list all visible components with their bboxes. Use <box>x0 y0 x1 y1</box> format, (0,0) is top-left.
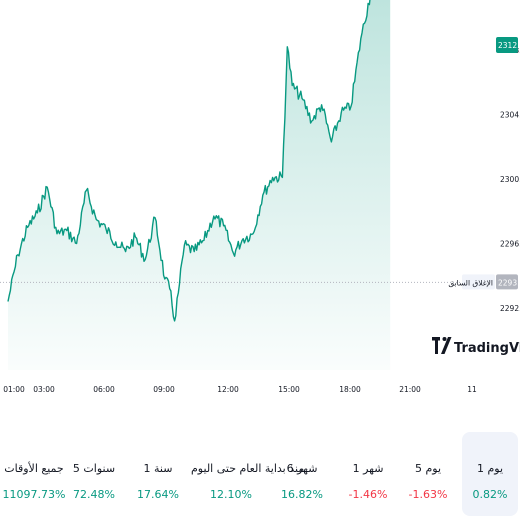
time-tick-label: 06:00 <box>93 385 115 394</box>
period-change: -1.46% <box>348 488 388 501</box>
time-axis: 01:00 03:00 06:00 09:00 12:00 15:00 18:00 21:00… <box>3 385 477 394</box>
period-label: 5 يوم <box>414 462 442 475</box>
previous-close-text: الإغلاق السابق <box>448 278 493 287</box>
period-1-month[interactable]: 1 شهر -1.46% <box>340 432 396 516</box>
tradingview-logo-text: TradingView <box>454 341 520 356</box>
price-tick-label: 2296.00 <box>500 240 520 249</box>
time-tick-label: 09:00 <box>153 385 175 394</box>
price-tick-label: 2292.00 <box>500 304 520 313</box>
time-tick-label: 18:00 <box>339 385 361 394</box>
period-label: 1 شهر <box>352 462 384 475</box>
period-change: 0.82% <box>472 488 508 501</box>
tradingview-logo-icon <box>432 337 452 354</box>
time-tick-label: 21:00 <box>399 385 421 394</box>
last-price-label: 2312.37 <box>496 37 520 53</box>
period-label: 1 سنة <box>143 462 173 475</box>
period-5-years[interactable]: 5 سنوات 72.48% <box>66 432 122 516</box>
previous-close-label: 2293.59 الإغلاق السابق <box>448 274 520 290</box>
price-area-fill <box>8 0 391 370</box>
price-line-path <box>7 0 371 322</box>
time-tick-label: 01:00 <box>3 385 25 394</box>
period-5-day[interactable]: 5 يوم -1.63% <box>400 432 456 516</box>
time-tick-label: 11 <box>467 385 477 394</box>
period-label: جميع الأوقات <box>4 462 64 475</box>
price-area <box>8 0 391 370</box>
period-label: منذ بداية العام حتى اليوم <box>191 462 305 475</box>
period-change: -1.63% <box>408 488 448 501</box>
price-tick-label: 2304.00 <box>500 111 520 120</box>
period-label: 6 شهر <box>286 462 318 475</box>
last-price-value: 2312.37 <box>498 41 520 50</box>
tradingview-logo: TradingView <box>432 337 520 356</box>
time-tick-label: 03:00 <box>33 385 55 394</box>
price-tick-label: 2300.00 <box>500 175 520 184</box>
period-1-year[interactable]: 1 سنة 17.64% <box>130 432 186 516</box>
period-1-day[interactable]: 1 يوم 0.82% <box>462 432 518 516</box>
period-change: 11097.73% <box>2 488 66 501</box>
price-line <box>7 0 371 322</box>
time-tick-label: 15:00 <box>278 385 300 394</box>
previous-close-value: 2293.59 <box>498 278 520 287</box>
period-6-month[interactable]: 6 شهر 16.82% <box>274 432 330 516</box>
period-ytd[interactable]: منذ بداية العام حتى اليوم 12.10% <box>191 432 304 516</box>
period-all-time[interactable]: جميع الأوقات 11097.73% <box>3 432 66 516</box>
period-label: 1 يوم <box>476 462 504 475</box>
period-change: 72.48% <box>73 488 115 501</box>
period-label: 5 سنوات <box>72 462 116 475</box>
period-change: 16.82% <box>281 488 323 501</box>
time-tick-label: 12:00 <box>217 385 239 394</box>
performance-periods: 1 يوم 0.82% 5 يوم -1.63% 1 شهر -1.46% 6 … <box>0 432 520 520</box>
period-change: 12.10% <box>210 488 252 501</box>
period-change: 17.64% <box>137 488 179 501</box>
